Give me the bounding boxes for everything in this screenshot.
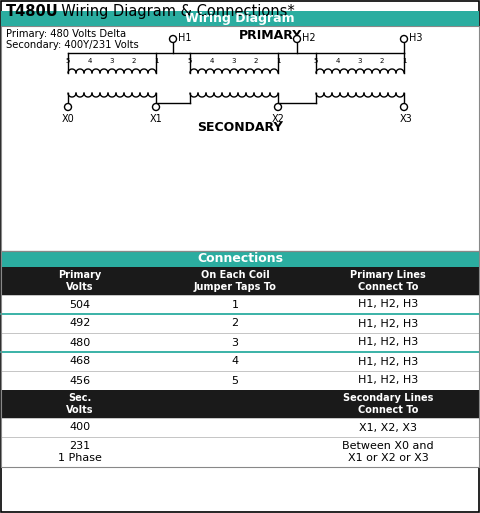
Bar <box>1 11 479 26</box>
Text: 504: 504 <box>70 300 91 309</box>
Text: 3: 3 <box>232 58 236 64</box>
Text: X1, X2, X3: X1, X2, X3 <box>359 423 417 432</box>
Bar <box>1 267 479 295</box>
Text: 400: 400 <box>70 423 91 432</box>
Text: Wiring Diagram: Wiring Diagram <box>185 12 295 25</box>
Text: 2: 2 <box>380 58 384 64</box>
Bar <box>1 352 479 371</box>
Text: 2: 2 <box>231 319 239 328</box>
Circle shape <box>169 35 177 43</box>
Text: T480U: T480U <box>6 4 59 19</box>
Text: 1: 1 <box>154 58 158 64</box>
Text: 5: 5 <box>314 58 318 64</box>
Text: Wiring Diagram & Connections*: Wiring Diagram & Connections* <box>52 4 295 19</box>
Text: H1, H2, H3: H1, H2, H3 <box>358 338 418 347</box>
Text: 480: 480 <box>70 338 91 347</box>
Text: Primary Lines
Connect To: Primary Lines Connect To <box>350 270 426 292</box>
Text: H1, H2, H3: H1, H2, H3 <box>358 376 418 385</box>
Text: PRIMARY: PRIMARY <box>239 29 301 42</box>
Text: H2: H2 <box>302 33 316 43</box>
Text: 4: 4 <box>231 357 239 366</box>
Text: 2: 2 <box>132 58 136 64</box>
Text: Secondary Lines
Connect To: Secondary Lines Connect To <box>343 393 433 415</box>
Text: X1: X1 <box>150 114 162 124</box>
Bar <box>1 418 479 437</box>
Text: 4: 4 <box>88 58 92 64</box>
Text: H1: H1 <box>178 33 192 43</box>
Text: 4: 4 <box>336 58 340 64</box>
Text: On Each Coil
Jumper Taps To: On Each Coil Jumper Taps To <box>193 270 276 292</box>
Text: Primary
Volts: Primary Volts <box>59 270 102 292</box>
Bar <box>1 251 479 267</box>
Text: 4: 4 <box>210 58 214 64</box>
Bar <box>1 333 479 352</box>
Text: 1: 1 <box>231 300 239 309</box>
Circle shape <box>400 35 408 43</box>
Text: 231
1 Phase: 231 1 Phase <box>58 441 102 463</box>
Text: 456: 456 <box>70 376 91 385</box>
Circle shape <box>153 104 159 110</box>
Text: 5: 5 <box>188 58 192 64</box>
Circle shape <box>293 35 300 43</box>
Text: H3: H3 <box>409 33 422 43</box>
Text: Connections: Connections <box>197 252 283 266</box>
Text: 468: 468 <box>70 357 91 366</box>
Text: 1: 1 <box>276 58 280 64</box>
Text: 5: 5 <box>231 376 239 385</box>
Bar <box>1 295 479 314</box>
Text: X0: X0 <box>61 114 74 124</box>
Text: H1, H2, H3: H1, H2, H3 <box>358 300 418 309</box>
Text: Sec.
Volts: Sec. Volts <box>66 393 94 415</box>
Bar <box>1 437 479 467</box>
Text: 2: 2 <box>254 58 258 64</box>
Text: 1: 1 <box>402 58 406 64</box>
Bar <box>1 371 479 390</box>
Text: Between X0 and
X1 or X2 or X3: Between X0 and X1 or X2 or X3 <box>342 441 434 463</box>
Text: SECONDARY: SECONDARY <box>197 121 283 134</box>
Circle shape <box>400 104 408 110</box>
Text: X2: X2 <box>272 114 285 124</box>
Bar <box>1 26 479 251</box>
Bar <box>1 390 479 418</box>
Text: H1, H2, H3: H1, H2, H3 <box>358 319 418 328</box>
Bar <box>1 251 479 467</box>
Text: Secondary: 400Y/231 Volts: Secondary: 400Y/231 Volts <box>6 40 139 50</box>
Text: Primary: 480 Volts Delta: Primary: 480 Volts Delta <box>6 29 126 39</box>
Text: 492: 492 <box>69 319 91 328</box>
Text: X3: X3 <box>400 114 412 124</box>
Text: 5: 5 <box>66 58 70 64</box>
Text: 3: 3 <box>231 338 239 347</box>
Bar <box>1 314 479 333</box>
Circle shape <box>64 104 72 110</box>
Text: H1, H2, H3: H1, H2, H3 <box>358 357 418 366</box>
Text: 3: 3 <box>358 58 362 64</box>
Text: 3: 3 <box>110 58 114 64</box>
Circle shape <box>275 104 281 110</box>
